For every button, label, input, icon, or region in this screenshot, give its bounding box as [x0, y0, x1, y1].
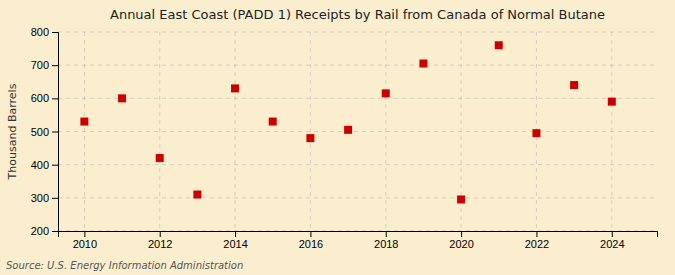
tick-mark	[84, 231, 85, 237]
tick-label: 2024	[600, 238, 624, 250]
grid-line-y	[58, 131, 657, 132]
point	[193, 191, 201, 199]
grid-line-x	[159, 32, 160, 231]
point	[457, 195, 465, 203]
tick-label: 700	[31, 59, 49, 71]
point	[570, 81, 578, 89]
tick-label: 2014	[223, 238, 247, 250]
tick: 600	[31, 92, 58, 104]
point	[419, 60, 427, 68]
background	[0, 0, 675, 275]
axis-line	[52, 33, 59, 232]
tick-mark	[52, 98, 58, 99]
grid-line-x	[235, 32, 236, 231]
grid-line-y	[58, 164, 657, 165]
tick: 200	[31, 225, 58, 237]
point	[382, 89, 390, 97]
grid-line-x	[385, 32, 386, 231]
point	[156, 154, 164, 162]
tick: 700	[31, 59, 58, 71]
tick: 800	[31, 26, 58, 38]
tick-label: 2018	[374, 238, 398, 250]
point	[532, 129, 540, 137]
point	[608, 98, 616, 106]
tick-mark	[52, 165, 58, 166]
tick-mark	[310, 231, 311, 237]
point	[269, 118, 277, 126]
grid-line-x	[310, 32, 311, 231]
grid-line-y	[58, 32, 657, 33]
tick-mark	[52, 32, 58, 33]
tick: 2010	[73, 231, 97, 250]
tick-label: 200	[31, 225, 49, 237]
tick-mark	[52, 198, 58, 199]
tick: 2024	[600, 231, 624, 250]
tick: 2022	[525, 231, 549, 250]
tick-mark	[386, 231, 387, 237]
chart: 2010 2012 2014 2016 2018 2020 2022 2024 200 300 40…	[0, 0, 675, 275]
tick-label: 500	[31, 126, 49, 138]
tick-label: 2020	[449, 238, 473, 250]
tick: 2018	[374, 231, 398, 250]
x-axis: 2010 2012 2014 2016 2018 2020 2022 2024	[59, 231, 658, 250]
grid	[58, 32, 657, 231]
tick-mark	[536, 231, 537, 237]
tick: 500	[31, 126, 58, 138]
source: Source: U.S. Energy Information Administ…	[6, 260, 243, 271]
point	[344, 126, 352, 134]
tick: 300	[31, 192, 58, 204]
tick-label: 2010	[73, 238, 97, 250]
tick-mark	[235, 231, 236, 237]
grid-line-y	[58, 197, 657, 198]
point	[495, 41, 503, 49]
tick: 2014	[223, 231, 247, 250]
tick-mark	[160, 231, 161, 237]
tick-label: 300	[31, 192, 49, 204]
grid-line-x	[611, 32, 612, 231]
tick-label: 2016	[299, 238, 323, 250]
tick-mark	[52, 231, 58, 232]
points	[80, 41, 615, 203]
tick: 400	[31, 159, 58, 171]
tick-mark	[52, 132, 58, 133]
tick-label: 400	[31, 159, 49, 171]
point	[80, 118, 88, 126]
tick-label: 600	[31, 92, 49, 104]
tick-label: 800	[31, 26, 49, 38]
tick-label: 2022	[525, 238, 549, 250]
point	[118, 94, 126, 102]
grid-line-y	[58, 65, 657, 66]
grid-line-x	[84, 32, 85, 231]
point	[231, 84, 239, 92]
tick: 2020	[449, 231, 473, 250]
y-axis: 200 300 400 500 600 700 800	[31, 26, 59, 237]
tick: 2016	[299, 231, 323, 250]
tick: 2012	[148, 231, 172, 250]
title: Annual East Coast (PADD 1) Receipts by R…	[110, 7, 605, 22]
y-axis-label: Thousand Barrels	[6, 83, 19, 180]
tick-label: 2012	[148, 238, 172, 250]
tick-mark	[612, 231, 613, 237]
plot: 2010 2012 2014 2016 2018 2020 2022 2024 200 300 40…	[31, 26, 658, 250]
axis-line	[59, 232, 658, 238]
tick-mark	[52, 65, 58, 66]
point	[306, 134, 314, 142]
tick-mark	[461, 231, 462, 237]
grid-line-y	[58, 98, 657, 99]
